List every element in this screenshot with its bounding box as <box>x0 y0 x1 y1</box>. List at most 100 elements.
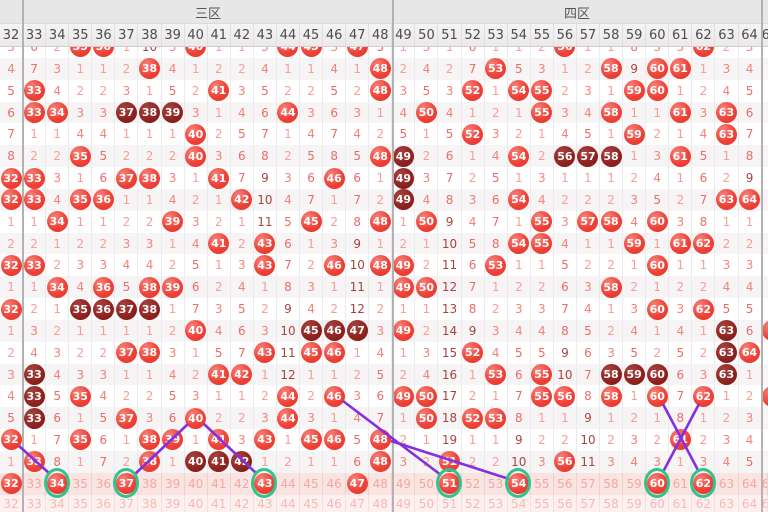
miss-count: 4 <box>46 79 70 102</box>
number-cell: 58 <box>600 145 624 168</box>
drawn-number-ball: 41 <box>208 80 230 102</box>
miss-count: 11 <box>277 341 301 364</box>
miss-count: 7 <box>254 123 277 146</box>
miss-count: 1 <box>692 254 716 277</box>
miss-count: 1 <box>485 79 508 102</box>
miss-count: 1 <box>346 58 370 80</box>
miss-count: 1 <box>208 254 231 277</box>
column-header: 32 <box>0 24 24 46</box>
miss-count: 13 <box>438 298 462 320</box>
miss-count: 3 <box>92 254 116 277</box>
drawn-number-ball: 49 <box>392 320 414 342</box>
footer-number: 41 <box>208 472 231 495</box>
number-cell: 43 <box>254 429 277 451</box>
number-cell: 54 <box>508 188 531 211</box>
drawn-number-ball: 53 <box>485 364 507 385</box>
number-cell: 37 <box>115 298 139 320</box>
drawn-number-ball: 54 <box>508 145 530 167</box>
miss-count: 2 <box>485 298 508 320</box>
miss-count: 3 <box>92 363 116 386</box>
miss-count: 1 <box>369 276 393 299</box>
miss-count: 2 <box>208 407 231 430</box>
drawn-number-ball: 50 <box>415 102 437 124</box>
miss-count: 1 <box>462 429 485 451</box>
miss-count: 8 <box>739 145 762 168</box>
miss-count: 8 <box>438 188 462 211</box>
column-header: 52 <box>462 24 485 46</box>
number-cell: 58 <box>600 363 624 386</box>
miss-count: 3 <box>415 167 439 189</box>
drawn-number-ball: 32 <box>0 167 22 189</box>
miss-count: 7 <box>0 123 24 146</box>
number-cell: 38 <box>138 101 162 124</box>
number-cell: 55 <box>531 363 554 386</box>
footer-number: 64 <box>739 472 762 495</box>
drawn-number-ball-dark: 39 <box>162 102 184 124</box>
footer-number: 38 <box>138 494 162 512</box>
column-header: 56 <box>554 24 577 46</box>
drawn-number-ball: 36 <box>92 276 114 298</box>
number-cell: 51 <box>438 450 462 473</box>
miss-count: 14 <box>438 319 462 342</box>
number-cell: 62 <box>692 232 716 255</box>
miss-count: 5 <box>46 385 70 408</box>
drawn-number-ball: 48 <box>369 451 391 473</box>
miss-count: 7 <box>438 167 462 189</box>
number-cell: 32 <box>0 429 24 451</box>
footer-number: 33 <box>23 472 47 495</box>
number-cell: 57 <box>577 145 601 168</box>
miss-count: 6 <box>669 363 693 386</box>
miss-count: 1 <box>508 101 531 124</box>
number-cell: 46 <box>323 385 347 408</box>
miss-count: 6 <box>46 407 70 430</box>
footer-number: 36 <box>92 494 116 512</box>
drawn-number-ball: 58 <box>600 58 622 80</box>
miss-count: 2 <box>23 232 47 255</box>
miss-count: 3 <box>485 123 508 146</box>
miss-count: 3 <box>623 298 647 320</box>
drawn-number-ball: 56 <box>554 47 576 58</box>
miss-count: 1 <box>0 210 24 233</box>
drawn-number-ball: 33 <box>23 102 45 124</box>
miss-count: 1 <box>300 232 324 255</box>
miss-count: 2 <box>531 276 554 299</box>
miss-count: 1 <box>162 123 185 146</box>
draw-row: 32 1 7 35 6 1 38 39 1 41 3 43 1 45 46 5 48 2 1 19 1 1 9 2 2 10 2 3 2… <box>0 429 768 451</box>
miss-count: 2 <box>46 254 70 277</box>
miss-count: 1 <box>185 341 208 364</box>
number-cell: 37 <box>115 101 139 124</box>
number-cell: 62 <box>692 298 716 320</box>
miss-count: 4 <box>623 319 647 342</box>
miss-count: 6 <box>323 101 347 124</box>
footer-number: 55 <box>531 494 554 512</box>
drawn-number-ball: 55 <box>531 102 553 124</box>
drawn-number-ball: 34 <box>46 276 68 298</box>
number-cell: 58 <box>600 101 624 124</box>
drawn-number-ball: 57 <box>577 211 599 233</box>
miss-count: 7 <box>462 276 485 299</box>
number-cell: 33 <box>23 101 47 124</box>
drawn-number-ball: 48 <box>369 80 391 102</box>
miss-count: 7 <box>277 254 301 277</box>
miss-count: 5 <box>508 58 531 80</box>
column-header: 44 <box>277 24 301 46</box>
drawn-number-ball: 62 <box>692 298 714 320</box>
miss-count: 1 <box>715 210 739 233</box>
miss-count: 1 <box>323 450 347 473</box>
drawn-number-ball: 40 <box>185 320 207 342</box>
number-cell: 45 <box>300 341 324 364</box>
miss-count: 2 <box>300 79 324 102</box>
miss-count: 4 <box>162 188 185 211</box>
number-cell: 45 <box>300 319 324 342</box>
miss-count: 1 <box>69 319 93 342</box>
footer-number: 42 <box>231 472 254 495</box>
number-cell: 52 <box>462 79 485 102</box>
drawn-number-ball: 44 <box>277 385 299 407</box>
miss-count: 3 <box>415 341 439 364</box>
miss-count: 3 <box>138 407 162 430</box>
number-cell: 40 <box>185 407 208 430</box>
miss-count: 5 <box>531 341 554 364</box>
miss-count: 6 <box>231 319 254 342</box>
footer-number: 52 <box>462 494 485 512</box>
miss-count: 2 <box>577 58 601 80</box>
